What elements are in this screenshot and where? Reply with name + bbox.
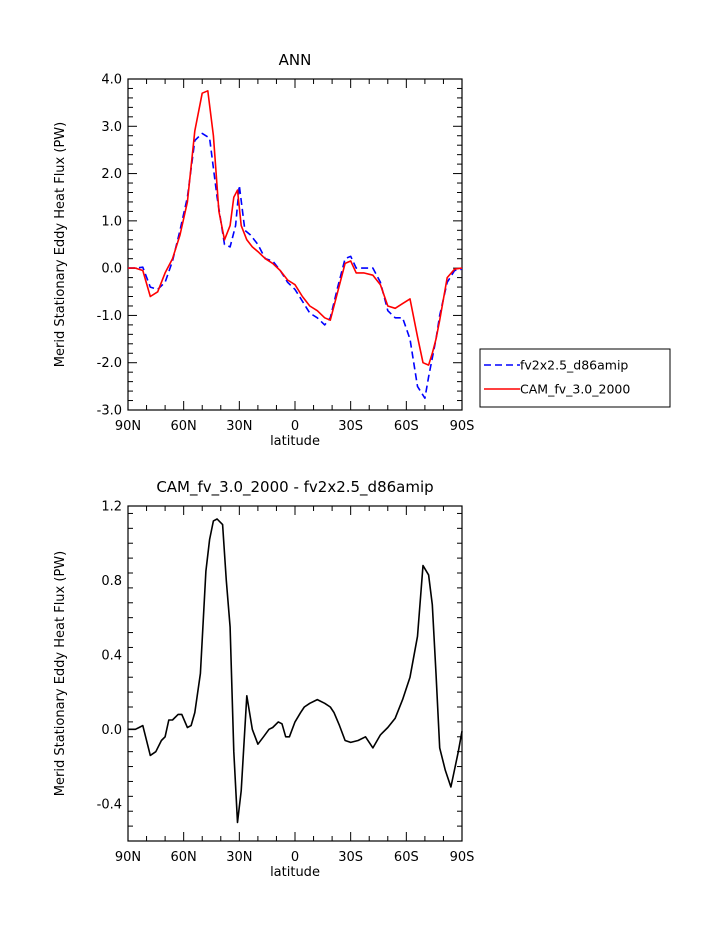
x-tick-label: 90S xyxy=(450,850,475,865)
y-tick-label: -2.0 xyxy=(97,356,122,371)
y-tick-label: 4.0 xyxy=(101,73,122,88)
y-tick-label: 1.0 xyxy=(101,214,122,229)
y-tick-label: -0.4 xyxy=(97,797,122,812)
x-tick-label: 0 xyxy=(291,850,299,865)
y-tick-label: 3.0 xyxy=(101,120,122,135)
x-tick-label: 30S xyxy=(338,419,363,434)
y-tick-label: 0.0 xyxy=(101,262,122,277)
x-axis-label: latitude xyxy=(270,434,320,449)
y-tick-label: -1.0 xyxy=(97,309,122,324)
x-tick-label: 90N xyxy=(115,419,141,434)
x-tick-label: 30N xyxy=(226,850,252,865)
x-tick-label: 0 xyxy=(291,419,299,434)
x-tick-label: 90S xyxy=(450,419,475,434)
series-line-2 xyxy=(128,90,463,366)
series-line-1 xyxy=(128,518,463,824)
chart-title: ANN xyxy=(279,51,312,69)
x-tick-label: 30S xyxy=(338,850,363,865)
y-tick-label: 0.0 xyxy=(101,723,122,738)
x-tick-label: 60N xyxy=(171,419,197,434)
plot-frame xyxy=(127,78,463,411)
series-line-1 xyxy=(128,132,463,400)
plot-frame xyxy=(127,505,463,842)
y-axis-label: Merid Stationary Eddy Heat Flux (PW) xyxy=(53,122,68,367)
x-tick-label: 60N xyxy=(171,850,197,865)
legend-entry: CAM_fv_3.0_2000 xyxy=(520,382,630,397)
top-chart: ANN 90N 60N 30N 0 30S 60S 90S -3.0 -2.0 -1.0 0.0 1.0… xyxy=(53,51,671,449)
y-tick-label: 0.4 xyxy=(101,648,122,663)
x-tick-label: 30N xyxy=(226,419,252,434)
y-tick-label: 1.2 xyxy=(101,500,122,515)
y-axis-label: Merid Stationary Eddy Heat Flux (PW) xyxy=(53,551,68,796)
y-tick-label: 2.0 xyxy=(101,167,122,182)
x-tick-label: 60S xyxy=(394,850,419,865)
chart-title: CAM_fv_3.0_2000 - fv2x2.5_d86amip xyxy=(156,478,433,497)
legend-entry: fv2x2.5_d86amip xyxy=(520,358,628,373)
y-tick-label: 0.8 xyxy=(101,574,122,589)
x-tick-label: 60S xyxy=(394,419,419,434)
y-tick-label: -3.0 xyxy=(97,404,122,419)
x-tick-label: 90N xyxy=(115,850,141,865)
x-axis-label: latitude xyxy=(270,865,320,880)
legend-box xyxy=(479,348,671,408)
difference-chart: CAM_fv_3.0_2000 - fv2x2.5_d86amip 90N 60N 3… xyxy=(53,478,474,880)
